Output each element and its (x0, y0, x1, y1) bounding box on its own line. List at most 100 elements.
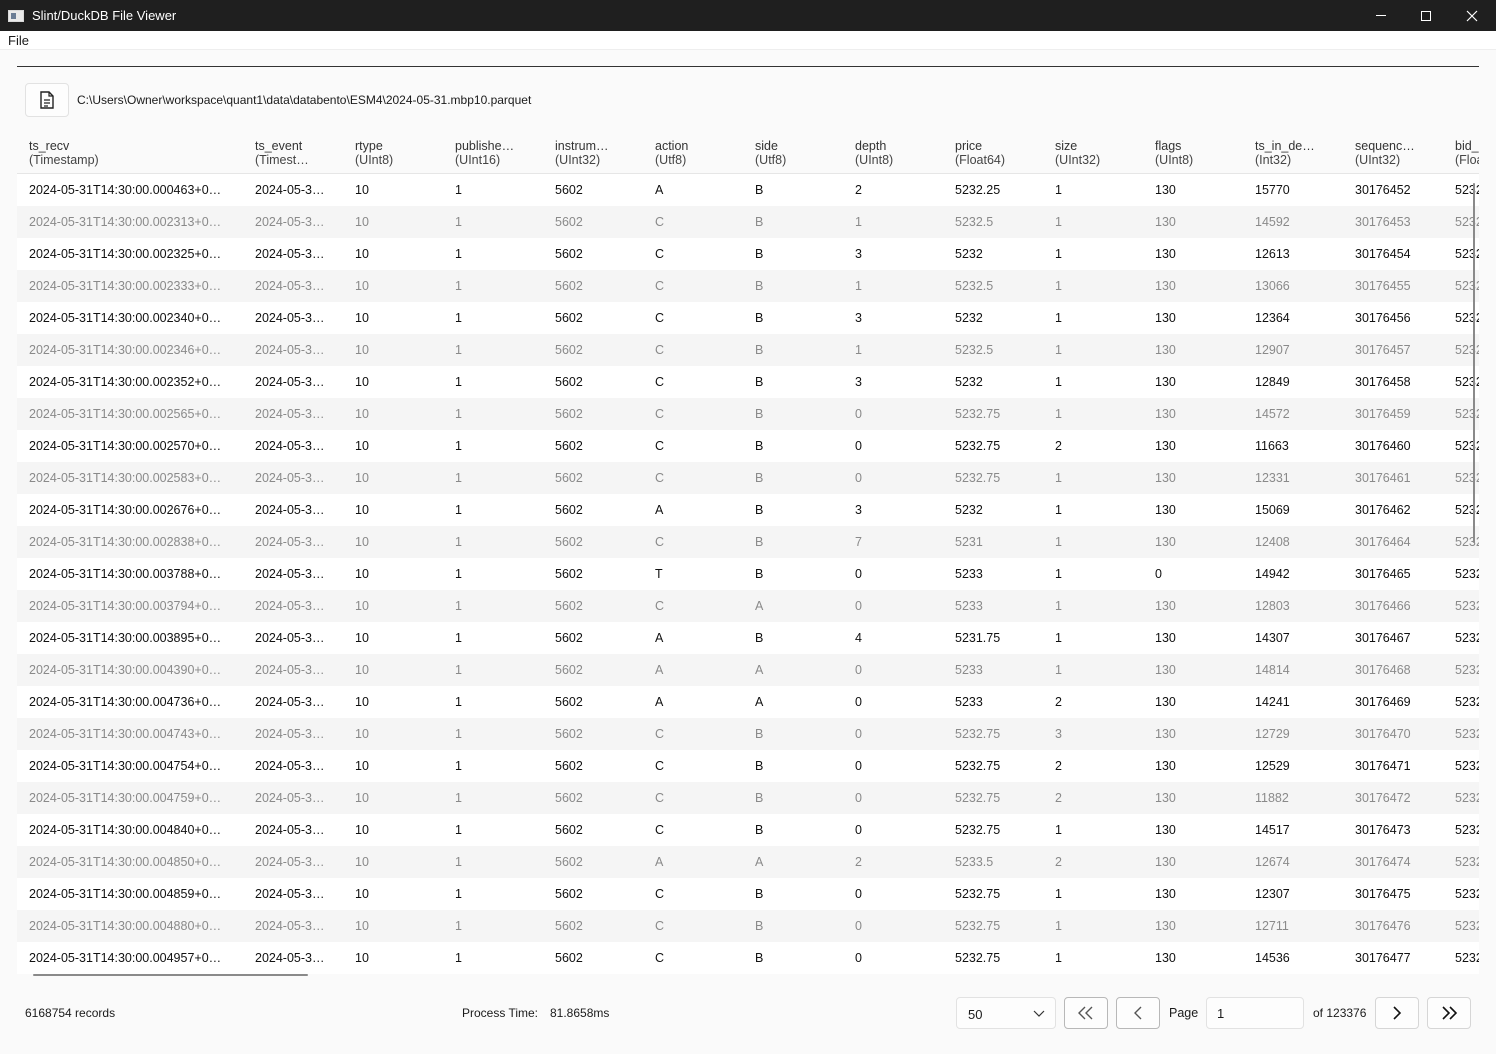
table-cell: 5232 (1455, 503, 1479, 517)
table-row[interactable]: 2024-05-31T14:30:00.004880+0… 2024-05-3… 1… (17, 910, 1479, 942)
column-header[interactable]: bid_…(Floa… (1455, 139, 1479, 167)
column-header[interactable]: sequenc… (UInt32) (1355, 139, 1445, 167)
table-cell: 0 (855, 471, 862, 485)
table-cell: B (755, 471, 764, 485)
column-header[interactable]: action (Utf8) (655, 139, 745, 167)
table-cell: 5232 (1455, 791, 1479, 805)
table-cell: A (755, 663, 764, 677)
table-row[interactable]: 2024-05-31T14:30:00.004743+0… 2024-05-3… 1… (17, 718, 1479, 750)
table-cell: 10 (355, 407, 369, 421)
table-row[interactable]: 2024-05-31T14:30:00.002313+0… 2024-05-3… 1… (17, 206, 1479, 238)
table-cell: 5602 (555, 791, 583, 805)
table-cell: 0 (1155, 567, 1162, 581)
column-header[interactable]: ts_event (Timest… (255, 139, 341, 167)
table-cell: 30176477 (1355, 951, 1411, 965)
table-cell: 30176476 (1355, 919, 1411, 933)
column-header[interactable]: ts_recv (Timestamp) (29, 139, 239, 167)
table-cell: 2 (1055, 439, 1062, 453)
table-row[interactable]: 2024-05-31T14:30:00.003895+0… 2024-05-3… 1… (17, 622, 1479, 654)
table-cell: 130 (1155, 663, 1176, 677)
column-header[interactable]: size (UInt32) (1055, 139, 1145, 167)
page-input[interactable] (1206, 997, 1304, 1029)
table-row[interactable]: 2024-05-31T14:30:00.002676+0… 2024-05-3… 1… (17, 494, 1479, 526)
table-cell: 5232.75 (955, 919, 1001, 933)
table-cell: 5232 (1455, 727, 1479, 741)
table-cell: 130 (1155, 407, 1176, 421)
table-cell: 14307 (1255, 631, 1290, 645)
table-cell: 2024-05-3… (255, 439, 325, 453)
minimize-button[interactable] (1358, 0, 1404, 31)
table-cell: 14536 (1255, 951, 1290, 965)
table-row[interactable]: 2024-05-31T14:30:00.004736+0… 2024-05-3… 1… (17, 686, 1479, 718)
column-header[interactable]: side (Utf8) (755, 139, 845, 167)
column-header[interactable]: instrum… (UInt32) (555, 139, 645, 167)
table-row[interactable]: 2024-05-31T14:30:00.004850+0… 2024-05-3… 1… (17, 846, 1479, 878)
table-cell: 2024-05-3… (255, 791, 325, 805)
table-row[interactable]: 2024-05-31T14:30:00.004840+0… 2024-05-3… 1… (17, 814, 1479, 846)
column-header[interactable]: ts_in_de… (Int32) (1255, 139, 1345, 167)
table-cell: 10 (355, 375, 369, 389)
open-file-button[interactable] (25, 83, 69, 117)
table-cell: 1 (455, 727, 462, 741)
column-header[interactable]: flags (UInt8) (1155, 139, 1245, 167)
column-name: side (755, 139, 778, 153)
table-cell: 30176471 (1355, 759, 1411, 773)
table-row[interactable]: 2024-05-31T14:30:00.002583+0… 2024-05-3… 1… (17, 462, 1479, 494)
column-header[interactable]: rtype (UInt8) (355, 139, 445, 167)
table-row[interactable]: 2024-05-31T14:30:00.002333+0… 2024-05-3… 1… (17, 270, 1479, 302)
column-name: ts_recv (29, 139, 70, 153)
table-row[interactable]: 2024-05-31T14:30:00.000463+0… 2024-05-3… 1… (17, 174, 1479, 206)
table-row[interactable]: 2024-05-31T14:30:00.004759+0… 2024-05-3… 1… (17, 782, 1479, 814)
table-row[interactable]: 2024-05-31T14:30:00.004957+0… 2024-05-3… 1… (17, 942, 1479, 974)
table-row[interactable]: 2024-05-31T14:30:00.002340+0… 2024-05-3… 1… (17, 302, 1479, 334)
column-header[interactable]: publishe… (UInt16) (455, 139, 545, 167)
page-size-select[interactable]: 50 (956, 997, 1056, 1029)
table-cell: 10 (355, 279, 369, 293)
table-row[interactable]: 2024-05-31T14:30:00.002346+0… 2024-05-3… 1… (17, 334, 1479, 366)
table-row[interactable]: 2024-05-31T14:30:00.002325+0… 2024-05-3… 1… (17, 238, 1479, 270)
menu-file[interactable]: File (8, 33, 29, 48)
table-cell: 2024-05-31T14:30:00.004840+0… (29, 823, 222, 837)
table-row[interactable]: 2024-05-31T14:30:00.004390+0… 2024-05-3… 1… (17, 654, 1479, 686)
table-cell: 2024-05-31T14:30:00.004850+0… (29, 855, 222, 869)
table-row[interactable]: 2024-05-31T14:30:00.004859+0… 2024-05-3… 1… (17, 878, 1479, 910)
table-cell: 30176459 (1355, 407, 1411, 421)
table-cell: 30176465 (1355, 567, 1411, 581)
table-cell: 0 (855, 791, 862, 805)
table-cell: 14517 (1255, 823, 1290, 837)
table-cell: 5602 (555, 823, 583, 837)
horizontal-scrollbar[interactable] (33, 974, 308, 976)
table-cell: 130 (1155, 503, 1176, 517)
table-cell: C (655, 951, 665, 965)
table-cell: 2024-05-3… (255, 567, 325, 581)
table-row[interactable]: 2024-05-31T14:30:00.004754+0… 2024-05-3… 1… (17, 750, 1479, 782)
table-cell: 3 (855, 311, 862, 325)
vertical-scrollbar[interactable] (1473, 183, 1475, 543)
table-row[interactable]: 2024-05-31T14:30:00.002838+0… 2024-05-3… 1… (17, 526, 1479, 558)
divider (17, 66, 1479, 67)
table-cell: 1 (455, 759, 462, 773)
table-row[interactable]: 2024-05-31T14:30:00.002565+0… 2024-05-3… 1… (17, 398, 1479, 430)
column-type: (Timestamp) (29, 153, 99, 167)
table-cell: C (655, 599, 665, 613)
next-page-button[interactable] (1375, 997, 1419, 1029)
table-row[interactable]: 2024-05-31T14:30:00.003794+0… 2024-05-3… 1… (17, 590, 1479, 622)
table-row[interactable]: 2024-05-31T14:30:00.002570+0… 2024-05-3… 1… (17, 430, 1479, 462)
table-row[interactable]: 2024-05-31T14:30:00.002352+0… 2024-05-3… 1… (17, 366, 1479, 398)
table-cell: 2024-05-3… (255, 311, 325, 325)
maximize-button[interactable] (1403, 0, 1449, 31)
table-cell: 1 (455, 887, 462, 901)
previous-page-button[interactable] (1116, 997, 1160, 1029)
column-header[interactable]: price (Float64) (955, 139, 1045, 167)
close-button[interactable] (1449, 0, 1495, 31)
table-cell: 130 (1155, 279, 1176, 293)
column-header[interactable]: depth (UInt8) (855, 139, 945, 167)
table-cell: B (755, 791, 764, 805)
last-page-button[interactable] (1427, 997, 1471, 1029)
table-cell: 2024-05-3… (255, 727, 325, 741)
first-page-button[interactable] (1064, 997, 1108, 1029)
table-cell: 2024-05-3… (255, 215, 325, 229)
table-cell: 30176458 (1355, 375, 1411, 389)
table-cell: 10 (355, 311, 369, 325)
table-row[interactable]: 2024-05-31T14:30:00.003788+0… 2024-05-3… 1… (17, 558, 1479, 590)
